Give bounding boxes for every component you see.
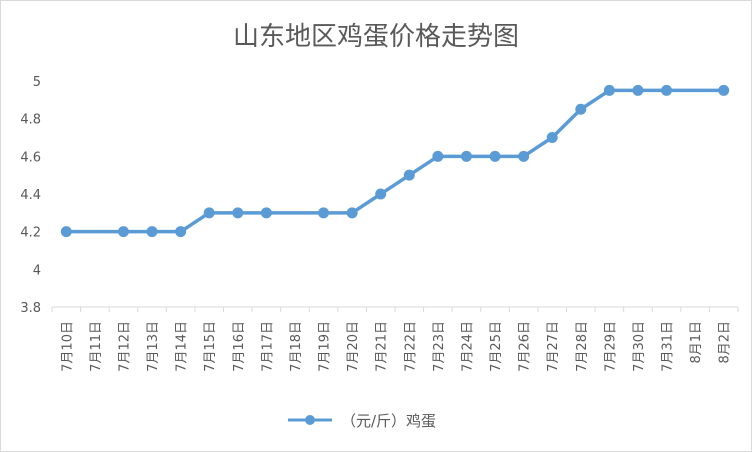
x-tick-label: 7月24日 xyxy=(460,321,475,372)
x-tick-label: 8月1日 xyxy=(689,321,704,364)
y-tick-label: 4.2 xyxy=(20,226,41,241)
data-point xyxy=(432,150,444,162)
y-tick-label: 4.4 xyxy=(20,188,41,203)
data-point xyxy=(518,150,530,162)
data-point xyxy=(460,150,472,162)
x-tick-label: 7月15日 xyxy=(203,321,218,372)
x-tick-label: 7月28日 xyxy=(575,321,590,372)
legend-point-marker xyxy=(305,415,315,425)
x-tick-label: 7月31日 xyxy=(661,321,676,372)
chart-title: 山东地区鸡蛋价格走势图 xyxy=(233,22,519,52)
data-point xyxy=(718,84,730,96)
x-tick-label: 7月12日 xyxy=(117,321,132,372)
x-tick-label: 7月18日 xyxy=(289,321,304,372)
x-tick-label: 7月20日 xyxy=(346,321,361,372)
data-point xyxy=(175,226,187,238)
data-point xyxy=(661,84,673,96)
x-axis: 7月10日 7月11日 7月12日 7月13日 7月14日 7月15日 7月16日 7月17日… xyxy=(51,306,739,372)
data-point xyxy=(318,207,330,219)
data-point xyxy=(489,150,501,162)
legend-label: （元/斤）鸡蛋 xyxy=(341,412,436,430)
x-tick-label: 7月22日 xyxy=(403,321,418,372)
x-tick-label: 7月11日 xyxy=(89,321,104,372)
data-point xyxy=(60,226,72,238)
plot-series xyxy=(60,84,730,238)
data-point xyxy=(146,226,158,238)
y-tick-label: 3.8 xyxy=(20,301,41,316)
x-tick-label: 7月27日 xyxy=(546,321,561,372)
data-point xyxy=(575,103,587,115)
x-tick-label: 7月13日 xyxy=(146,321,161,372)
y-tick-label: 4.8 xyxy=(20,113,41,128)
x-tick-label: 7月10日 xyxy=(60,321,75,372)
y-tick-label: 4 xyxy=(33,263,41,278)
x-tick-label: 7月30日 xyxy=(632,321,647,372)
y-tick-label: 5 xyxy=(33,75,41,90)
data-point xyxy=(603,84,615,96)
x-tick-label: 7月19日 xyxy=(318,321,333,372)
data-point xyxy=(632,84,644,96)
data-point xyxy=(346,207,358,219)
data-point xyxy=(260,207,272,219)
x-tick-label: 7月21日 xyxy=(375,321,390,372)
x-tick-label: 7月29日 xyxy=(603,321,618,372)
data-point xyxy=(232,207,244,219)
x-tick-label: 7月25日 xyxy=(489,321,504,372)
data-point xyxy=(375,188,387,200)
x-tick-label: 7月16日 xyxy=(232,321,247,372)
data-point xyxy=(117,226,129,238)
x-tick-label: 7月14日 xyxy=(175,321,190,372)
data-point xyxy=(546,132,558,143)
data-point xyxy=(203,207,215,219)
x-tick-label: 7月17日 xyxy=(260,321,275,372)
x-tick-label: 7月23日 xyxy=(432,321,447,372)
x-tick-label: 8月2日 xyxy=(718,321,733,364)
series-line xyxy=(66,88,724,234)
legend: （元/斤）鸡蛋 xyxy=(288,412,436,430)
x-tick-label: 7月26日 xyxy=(518,321,533,372)
y-tick-label: 4.6 xyxy=(20,150,41,165)
data-point xyxy=(403,169,415,181)
y-axis: 3.8 4 4.2 4.4 4.6 4.8 5 xyxy=(20,75,41,316)
